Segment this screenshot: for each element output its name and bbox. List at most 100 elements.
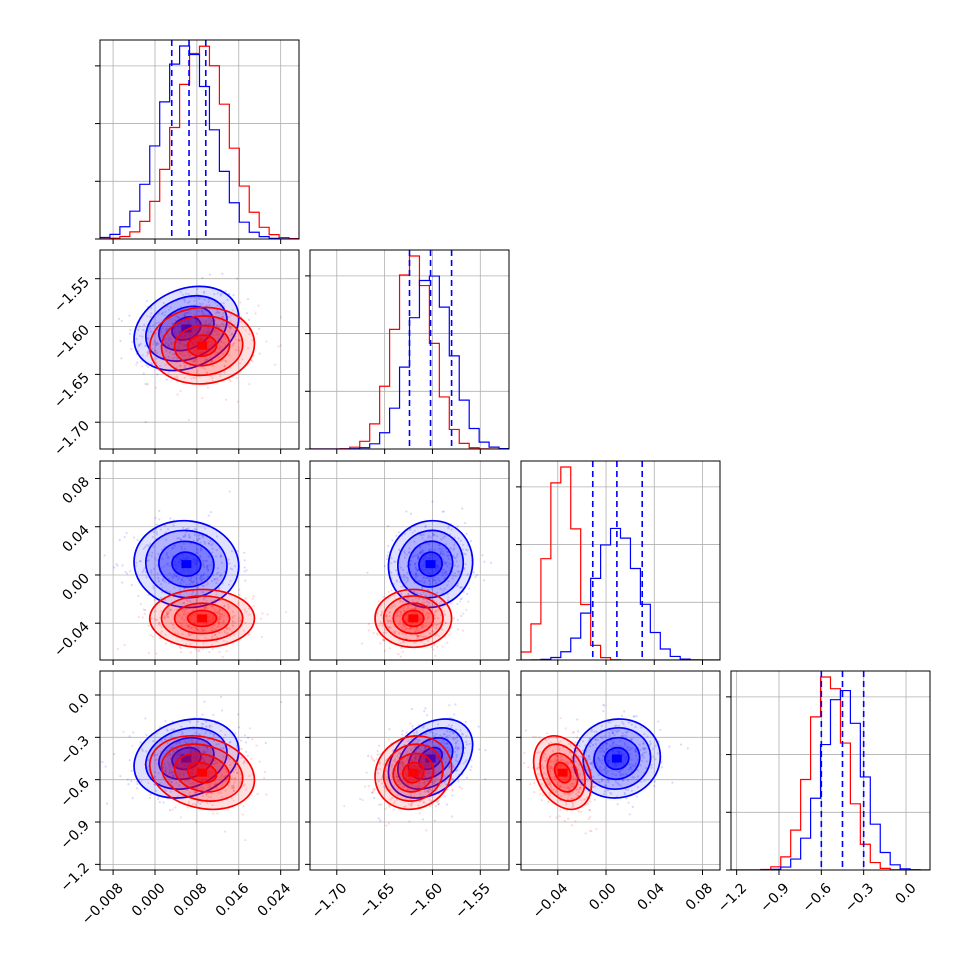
sample-point <box>131 340 134 344</box>
sample-point <box>144 382 147 386</box>
sample-point <box>443 587 446 590</box>
sample-point <box>202 562 205 565</box>
sample-point <box>207 769 210 773</box>
sample-point <box>174 356 178 359</box>
sample-point <box>589 800 592 804</box>
sample-point <box>392 604 395 608</box>
sample-point <box>146 366 150 369</box>
sample-point <box>172 750 176 753</box>
sample-point <box>418 772 422 775</box>
sample-point <box>402 739 405 743</box>
sample-point <box>232 785 235 788</box>
sample-point <box>207 309 210 312</box>
sample-point <box>200 627 203 631</box>
sample-point <box>212 614 215 617</box>
sample-point <box>196 369 199 373</box>
sample-point <box>196 787 199 790</box>
sample-point <box>428 577 431 580</box>
sample-point <box>465 608 468 612</box>
sample-point <box>462 590 465 593</box>
sample-point <box>183 323 186 327</box>
sample-point <box>178 330 181 333</box>
sample-point <box>179 772 182 776</box>
sample-point <box>420 772 423 775</box>
sample-point <box>399 782 402 786</box>
sample-point <box>442 739 445 742</box>
sample-point <box>189 600 192 603</box>
sample-point <box>426 764 429 767</box>
sample-point <box>600 769 603 772</box>
sample-point <box>564 801 568 804</box>
sample-point <box>440 741 443 744</box>
sample-point <box>423 775 427 778</box>
sample-point <box>204 527 207 530</box>
sample-point <box>184 747 187 750</box>
sample-point <box>223 630 226 633</box>
sample-point <box>455 753 458 757</box>
sample-point <box>178 754 181 757</box>
sample-point <box>406 767 409 770</box>
sample-point <box>420 552 423 556</box>
sample-point <box>434 634 437 637</box>
sample-point <box>192 622 196 625</box>
sample-point <box>180 609 184 613</box>
sample-point <box>243 570 246 573</box>
sample-point <box>219 615 222 618</box>
sample-point <box>441 758 444 761</box>
sample-point <box>178 754 182 757</box>
sample-point <box>151 535 155 539</box>
sample-point <box>464 548 468 551</box>
sample-point <box>434 785 437 788</box>
sample-point <box>221 323 225 326</box>
sample-point <box>649 740 652 743</box>
sample-point <box>237 339 241 342</box>
sample-point <box>432 579 435 582</box>
sample-point <box>224 326 227 330</box>
sample-point <box>164 328 167 331</box>
sample-point <box>160 582 163 586</box>
sample-point <box>458 600 462 603</box>
sample-point <box>187 292 190 296</box>
sample-point <box>195 756 198 760</box>
sample-point <box>420 593 423 596</box>
sample-point <box>396 780 399 784</box>
sample-point <box>411 607 414 610</box>
sample-point <box>218 610 221 613</box>
sample-point <box>601 759 604 762</box>
sample-point <box>198 629 201 633</box>
sample-point <box>392 808 395 811</box>
sample-point <box>631 738 634 741</box>
sample-point <box>164 642 168 645</box>
y-tick-label: −1.70 <box>51 418 93 460</box>
sample-point <box>617 750 621 754</box>
sample-point <box>537 766 540 769</box>
sample-point <box>634 761 637 765</box>
sample-point <box>176 632 179 636</box>
sample-point <box>624 756 628 759</box>
sample-point <box>214 323 218 326</box>
sample-point <box>169 746 172 749</box>
sample-point <box>372 790 375 793</box>
sample-point <box>221 655 224 659</box>
sample-point <box>594 785 597 788</box>
sample-point <box>430 799 433 803</box>
sample-point <box>242 762 245 765</box>
sample-point <box>197 318 200 322</box>
sample-point <box>165 613 169 616</box>
sample-point <box>423 643 426 646</box>
sample-point <box>577 810 580 813</box>
sample-point <box>189 348 192 351</box>
sample-point <box>202 573 205 577</box>
sample-point <box>206 749 210 752</box>
sample-point <box>611 772 614 776</box>
sample-point <box>176 537 179 540</box>
sample-point <box>183 327 186 330</box>
sample-point <box>427 534 431 538</box>
sample-point <box>157 321 160 324</box>
sample-point <box>198 537 202 540</box>
sample-point <box>200 763 203 766</box>
sample-point <box>201 763 204 766</box>
sample-point <box>382 785 386 788</box>
sample-point <box>423 762 426 765</box>
sample-point <box>159 632 162 635</box>
